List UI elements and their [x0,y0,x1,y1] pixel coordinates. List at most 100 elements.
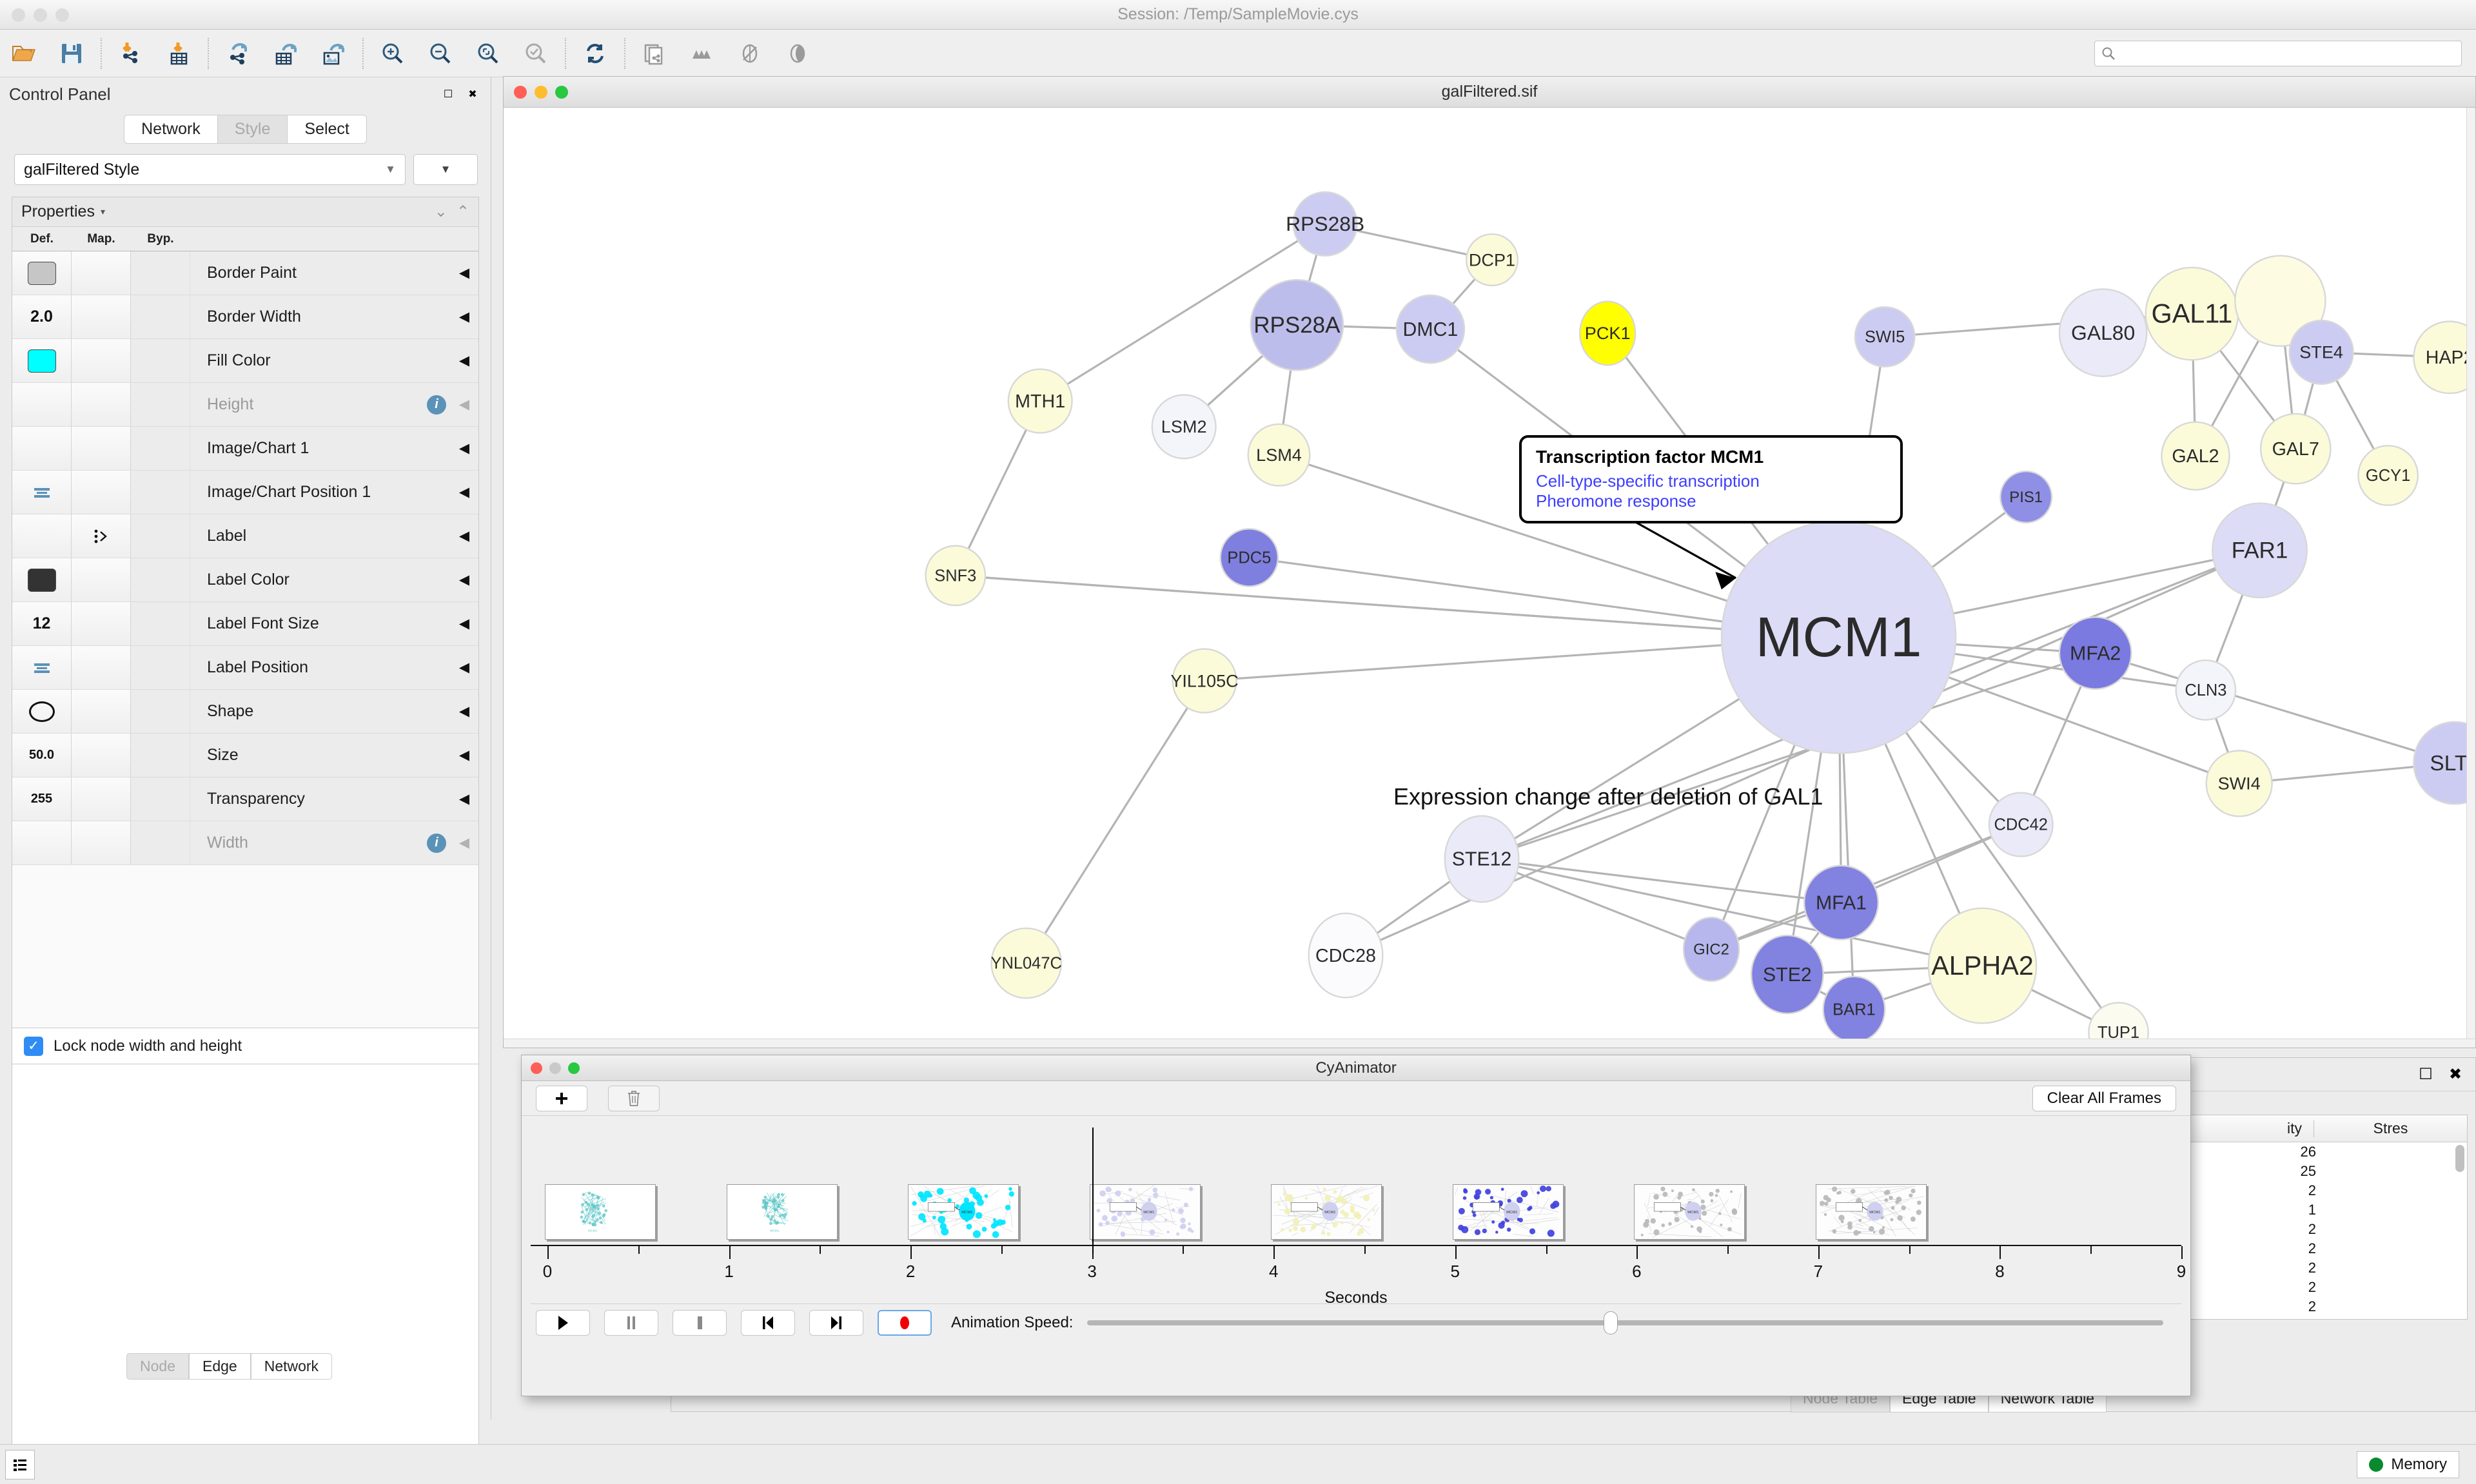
graph-node-bar1[interactable]: BAR1 [1822,975,1886,1043]
property-default-cell[interactable] [12,471,72,514]
property-mapping-cell[interactable] [72,339,131,382]
table-row[interactable]: 26 [2101,1142,2467,1162]
graph-node-hap2[interactable]: HAP2 [2413,320,2475,395]
refresh-icon[interactable] [571,30,619,77]
graph-node-rps28b[interactable]: RPS28B [1286,191,1364,257]
property-row[interactable]: Image/Chart 1 ◀ [12,427,478,471]
property-expand-arrow[interactable]: ◀ [458,572,470,587]
add-frame-button[interactable] [536,1085,587,1111]
graph-node-swi4[interactable]: SWI4 [2205,750,2273,817]
network-window-controls[interactable] [514,85,568,99]
property-expand-arrow[interactable]: ◀ [458,397,470,412]
property-expand-arrow[interactable]: ◀ [458,309,470,324]
property-mapping-cell[interactable] [72,295,131,338]
property-mapping-cell[interactable] [72,602,131,645]
graph-node-alpha2[interactable]: ALPHA2 [1927,907,2038,1024]
graph-node-swi5[interactable]: SWI5 [1854,306,1916,367]
minimize-window-button[interactable] [34,8,47,22]
property-row[interactable]: 12 Label Font Size ◀ [12,602,478,646]
color-swatch[interactable] [27,261,56,285]
layout-icon[interactable] [678,30,726,77]
color-swatch[interactable] [27,568,56,592]
graph-edge[interactable] [1039,222,1326,402]
property-default-cell[interactable]: 12 [12,602,72,645]
tab-network[interactable]: Network [124,115,217,144]
color-swatch[interactable] [27,349,56,373]
property-bypass-cell[interactable] [131,427,190,470]
property-bypass-cell[interactable] [131,339,190,382]
new-network-icon[interactable] [631,30,678,77]
property-mapping-cell[interactable] [72,471,131,514]
graph-node-cdc42[interactable]: CDC42 [1988,792,2054,857]
property-bypass-cell[interactable] [131,821,190,864]
timeline-frame[interactable]: MCM1 [1089,1184,1201,1240]
graph-node-ynl047c[interactable]: YNL047C [990,927,1063,999]
property-bypass-cell[interactable] [131,471,190,514]
property-default-cell[interactable] [12,646,72,689]
property-row[interactable]: Label Position ◀ [12,646,478,690]
stop-button[interactable] [673,1310,727,1336]
timeline-frame[interactable]: MCM1 [1815,1184,1927,1240]
graph-edge[interactable] [955,574,1839,638]
property-row[interactable]: Shape ◀ [12,690,478,734]
property-expand-arrow[interactable]: ◀ [458,616,470,631]
play-button[interactable] [536,1310,590,1336]
graph-node-gal2[interactable]: GAL2 [2161,421,2230,491]
property-mapping-cell[interactable] [72,690,131,733]
graph-node-gal7[interactable]: GAL7 [2259,413,2332,485]
graph-node-mcm1[interactable]: MCM1 [1720,520,1957,754]
graph-edge[interactable] [1481,652,2096,860]
property-expand-arrow[interactable]: ◀ [458,835,470,850]
property-expand-arrow[interactable]: ◀ [458,266,470,280]
table-row[interactable]: 1 [2101,1200,2467,1220]
tab-node[interactable]: Node [126,1353,189,1380]
property-bypass-cell[interactable] [131,383,190,426]
collapse-all-icon[interactable]: ⌃ [456,203,469,220]
graph-node-slt2[interactable]: SLT2 [2413,721,2475,805]
graph-node-far1[interactable]: FAR1 [2212,502,2308,599]
lock-node-size-row[interactable]: ✓ Lock node width and height [12,1028,479,1064]
tab-network-style[interactable]: Network [250,1353,333,1380]
style-options-menu-button[interactable]: ▼ [413,154,478,185]
graph-node-cln3[interactable]: CLN3 [2175,659,2237,721]
graph-node-gal4[interactable] [2234,255,2326,347]
property-expand-arrow[interactable]: ◀ [458,485,470,500]
graph-edge[interactable] [1481,857,1842,904]
property-mapping-cell[interactable] [72,734,131,777]
graph-node-cdc28[interactable]: CDC28 [1308,912,1384,999]
hide-icon[interactable] [726,30,774,77]
close-network-button[interactable] [514,85,527,99]
property-expand-arrow[interactable]: ◀ [458,353,470,368]
graph-node-ste12[interactable]: STE12 [1444,815,1520,903]
property-mapping-cell[interactable] [72,821,131,864]
property-bypass-cell[interactable] [131,514,190,558]
tab-edge[interactable]: Edge [188,1353,251,1380]
property-row[interactable]: Width i ◀ [12,821,478,865]
property-row[interactable]: Border Paint ◀ [12,251,478,295]
export-table-icon[interactable] [262,30,310,77]
network-canvas[interactable]: RPS28B DCP1 RPS28A DMC1 PCK1 SWI5 GAL80 GAL11 ST… [504,108,2475,1048]
minimize-network-button[interactable] [535,85,547,99]
properties-caret-icon[interactable]: ▾ [100,206,105,217]
graph-edge[interactable] [1025,680,1206,964]
property-default-cell[interactable] [12,251,72,295]
delete-frame-button[interactable] [608,1085,660,1111]
graph-node-pis1[interactable]: PIS1 [1999,470,2053,523]
property-expand-arrow[interactable]: ◀ [458,792,470,806]
clear-all-frames-button[interactable]: Clear All Frames [2032,1085,2176,1111]
property-default-cell[interactable] [12,383,72,426]
graph-node-dmc1[interactable]: DMC1 [1395,294,1466,364]
graph-node-pck1[interactable]: PCK1 [1578,300,1636,366]
property-default-cell[interactable] [12,427,72,470]
property-default-cell[interactable] [12,821,72,864]
property-expand-arrow[interactable]: ◀ [458,529,470,543]
graph-node-mfa2[interactable]: MFA2 [2058,616,2132,690]
timeline-frame[interactable]: MCM1 [1634,1184,1745,1240]
slider-knob[interactable] [1604,1311,1618,1334]
export-image-icon[interactable] [310,30,357,77]
graph-edge[interactable] [2095,652,2455,765]
property-bypass-cell[interactable] [131,690,190,733]
graph-edge[interactable] [1481,857,1712,951]
table-maximize-icon[interactable]: ☐ [2419,1066,2433,1083]
search-input[interactable] [2094,41,2462,66]
